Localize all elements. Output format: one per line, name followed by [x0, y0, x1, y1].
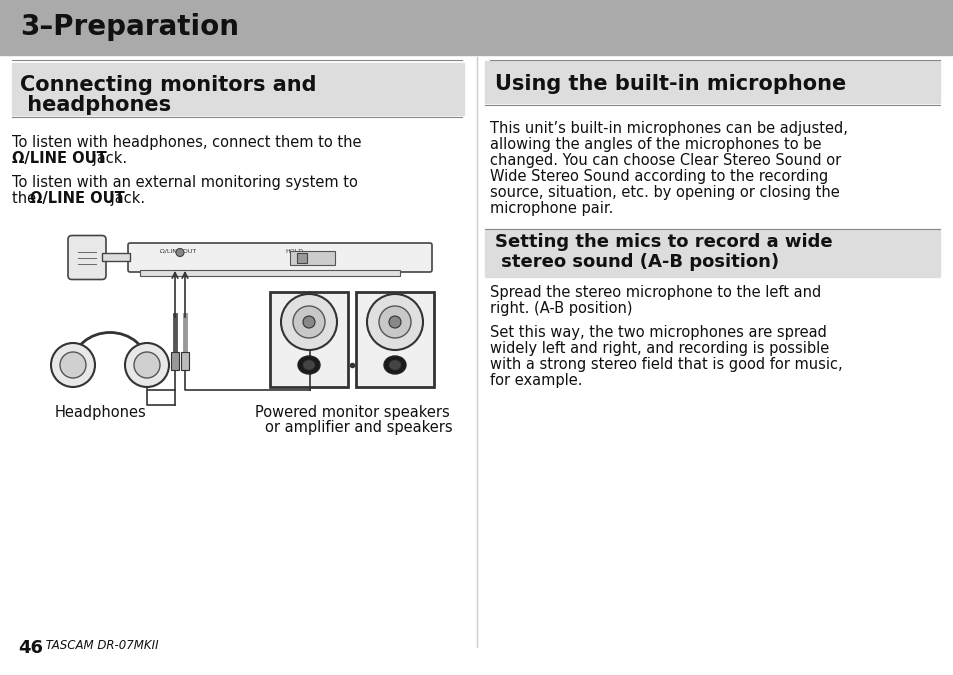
Bar — [171, 352, 179, 370]
Text: headphones: headphones — [20, 95, 171, 115]
Bar — [102, 254, 130, 261]
Text: To listen with headphones, connect them to the: To listen with headphones, connect them … — [12, 135, 361, 150]
Text: 46: 46 — [18, 639, 43, 657]
Bar — [181, 352, 189, 370]
Text: source, situation, etc. by opening or closing the: source, situation, etc. by opening or cl… — [490, 185, 839, 200]
Text: To listen with an external monitoring system to: To listen with an external monitoring sy… — [12, 175, 357, 190]
Text: widely left and right, and recording is possible: widely left and right, and recording is … — [490, 341, 828, 356]
Bar — [12, 63, 463, 115]
Ellipse shape — [303, 360, 314, 370]
Circle shape — [125, 343, 169, 387]
Text: HOLD: HOLD — [285, 249, 303, 254]
Text: with a strong stereo field that is good for music,: with a strong stereo field that is good … — [490, 357, 841, 372]
Text: jack.: jack. — [106, 191, 145, 206]
Text: stereo sound (A-B position): stereo sound (A-B position) — [495, 253, 779, 271]
FancyBboxPatch shape — [128, 243, 432, 272]
Text: Wide Stereo Sound according to the recording: Wide Stereo Sound according to the recor… — [490, 169, 827, 184]
Bar — [296, 253, 307, 263]
Text: Spread the stereo microphone to the left and: Spread the stereo microphone to the left… — [490, 285, 821, 300]
Circle shape — [303, 316, 314, 328]
Text: right. (A-B position): right. (A-B position) — [490, 301, 632, 316]
Circle shape — [51, 343, 95, 387]
Ellipse shape — [297, 356, 319, 374]
Circle shape — [60, 352, 86, 378]
Bar — [484, 61, 939, 103]
Text: Connecting monitors and: Connecting monitors and — [20, 75, 316, 95]
Text: Ω/LINE OUT: Ω/LINE OUT — [160, 249, 196, 254]
Text: microphone pair.: microphone pair. — [490, 201, 613, 216]
Ellipse shape — [389, 360, 400, 370]
Text: changed. You can choose Clear Stereo Sound or: changed. You can choose Clear Stereo Sou… — [490, 153, 841, 168]
Bar — [0, 0, 953, 55]
Bar — [290, 251, 335, 265]
Circle shape — [367, 294, 422, 350]
Circle shape — [293, 306, 325, 338]
Bar — [484, 229, 939, 277]
Circle shape — [175, 248, 184, 256]
Circle shape — [389, 316, 400, 328]
Bar — [270, 292, 348, 387]
Text: Ω/LINE OUT: Ω/LINE OUT — [12, 151, 107, 166]
Text: the: the — [12, 191, 41, 206]
Ellipse shape — [384, 356, 406, 374]
Text: Set this way, the two microphones are spread: Set this way, the two microphones are sp… — [490, 325, 826, 340]
Text: 3–Preparation: 3–Preparation — [20, 13, 239, 41]
Text: Setting the mics to record a wide: Setting the mics to record a wide — [495, 233, 832, 251]
Text: Headphones: Headphones — [55, 405, 147, 420]
Text: Using the built-in microphone: Using the built-in microphone — [495, 74, 845, 94]
Text: Powered monitor speakers: Powered monitor speakers — [254, 405, 449, 420]
Text: jack.: jack. — [88, 151, 127, 166]
Circle shape — [281, 294, 336, 350]
Text: or amplifier and speakers: or amplifier and speakers — [265, 420, 452, 435]
Text: allowing the angles of the microphones to be: allowing the angles of the microphones t… — [490, 137, 821, 152]
FancyBboxPatch shape — [68, 236, 106, 279]
Text: Ω/LINE OUT: Ω/LINE OUT — [30, 191, 125, 206]
Circle shape — [133, 352, 160, 378]
Text: This unit’s built-in microphones can be adjusted,: This unit’s built-in microphones can be … — [490, 121, 847, 136]
Bar — [140, 270, 399, 276]
Text: for example.: for example. — [490, 373, 582, 388]
Bar — [355, 292, 434, 387]
Text: TASCAM DR-07MKII: TASCAM DR-07MKII — [42, 639, 158, 652]
Circle shape — [378, 306, 411, 338]
